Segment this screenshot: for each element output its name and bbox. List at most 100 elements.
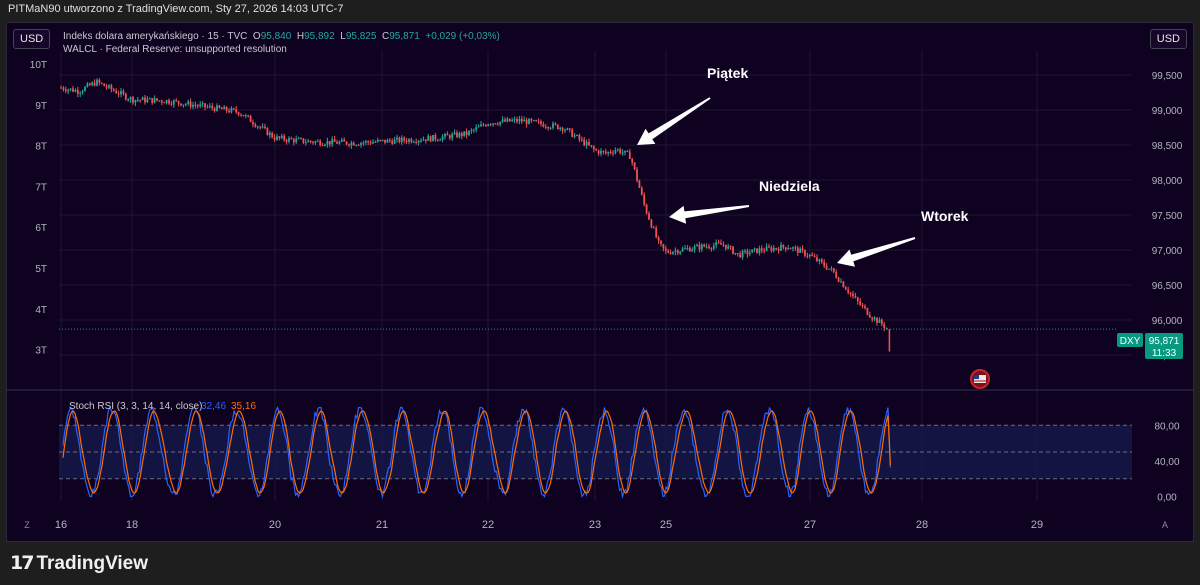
- candle-body: [861, 304, 864, 306]
- candle-body: [789, 248, 792, 250]
- candle-body: [595, 149, 598, 151]
- candle-body: [156, 98, 158, 101]
- candle-body: [542, 124, 545, 127]
- candle-body: [91, 82, 94, 86]
- left-tick-label: 8T: [35, 142, 47, 153]
- candle-body: [871, 317, 874, 320]
- candle-body: [580, 139, 583, 141]
- candle-body: [412, 141, 415, 143]
- candle-body: [782, 244, 785, 248]
- candle-body: [376, 139, 379, 142]
- countdown: 11:33: [1152, 348, 1177, 359]
- candle-body: [254, 124, 257, 127]
- candle-body: [244, 115, 247, 117]
- time-tick-label: 29: [1031, 519, 1043, 531]
- candle-body: [808, 254, 811, 257]
- candle-body: [736, 252, 739, 254]
- candle-body: [513, 119, 516, 121]
- flag-icon[interactable]: [970, 369, 990, 389]
- candle-body: [88, 83, 91, 86]
- candle-body: [847, 289, 850, 293]
- candle-body: [540, 121, 542, 125]
- stoch-rsi-pane: 80,00 40,00 0,00: [59, 405, 1180, 504]
- candle-body: [216, 105, 218, 112]
- candle-body: [571, 129, 574, 137]
- annotation-label: Piątek: [707, 65, 748, 81]
- chart-svg[interactable]: 10T 9T 8T 7T 6T 5T 4T 3T 99,500 99,000 98,500 98,0…: [7, 23, 1194, 542]
- candle-body: [211, 105, 214, 109]
- candle-body: [501, 119, 504, 122]
- candle-body: [645, 204, 648, 214]
- candle-body: [616, 149, 619, 151]
- candle-body: [734, 252, 737, 254]
- annotation-arrow: [837, 237, 916, 267]
- candle-body: [307, 140, 310, 143]
- currency-button-left[interactable]: USD: [13, 29, 51, 49]
- candle-body: [348, 144, 350, 146]
- candle-body: [201, 103, 204, 105]
- time-tick-label: 20: [269, 519, 281, 531]
- candle-body: [386, 139, 389, 143]
- candle-body: [463, 131, 466, 137]
- symbol-label[interactable]: Indeks dolara amerykańskiego · 15 · TVC: [63, 31, 248, 42]
- candle-body: [772, 247, 775, 251]
- candle-body: [300, 138, 302, 140]
- candle-body: [477, 126, 480, 128]
- candle-body: [448, 135, 451, 139]
- walcl-legend[interactable]: WALCL · Federal Reserve: unsupported res…: [63, 44, 287, 55]
- candle-body: [415, 141, 418, 143]
- right-tick-label: 96,000: [1152, 316, 1183, 327]
- candle-body: [136, 100, 139, 102]
- left-tick-label: 5T: [35, 264, 47, 275]
- time-tick-label: 27: [804, 519, 816, 531]
- candle-body: [110, 85, 113, 90]
- candle-body: [196, 105, 199, 107]
- candle-body: [278, 136, 281, 138]
- rsi-d-line: [62, 410, 891, 494]
- candle-body: [796, 247, 799, 253]
- currency-button-right[interactable]: USD: [1149, 29, 1187, 49]
- left-axis: 10T 9T 8T 7T 6T 5T 4T 3T: [30, 60, 47, 357]
- candle-body: [573, 135, 576, 137]
- candle-body: [760, 248, 763, 251]
- candle-body: [705, 246, 708, 248]
- candle-body: [564, 129, 566, 131]
- candle-body: [86, 83, 89, 87]
- candle-body: [648, 213, 650, 220]
- candle-body: [784, 247, 787, 250]
- candle-body: [866, 307, 869, 315]
- corner-left[interactable]: Z: [24, 520, 30, 530]
- candle-body: [117, 93, 120, 95]
- candle-body: [652, 227, 655, 229]
- candle-body: [206, 106, 209, 108]
- candle-body: [427, 136, 430, 141]
- left-tick-label: 4T: [35, 305, 47, 316]
- candle-body: [393, 139, 396, 144]
- candle-body: [108, 85, 110, 88]
- corner-right[interactable]: A: [1162, 520, 1168, 530]
- candle-body: [592, 146, 595, 150]
- candle-body: [508, 118, 511, 122]
- candle-body: [189, 101, 192, 107]
- candle-body: [360, 142, 362, 145]
- low-value: 95,825: [345, 31, 377, 42]
- candle-body: [631, 158, 634, 163]
- candle-body: [266, 127, 269, 136]
- candle-body: [422, 139, 425, 141]
- candle-body: [732, 246, 734, 254]
- candle-body: [408, 139, 410, 142]
- left-tick-label: 10T: [30, 60, 47, 71]
- candle-body: [180, 103, 182, 106]
- candle-body: [446, 133, 449, 136]
- candle-body: [624, 150, 626, 153]
- candle-body: [650, 219, 653, 228]
- candle-body: [132, 97, 134, 103]
- candle-body: [292, 139, 295, 143]
- candle-body: [532, 120, 535, 122]
- rsi-tick-label: 0,00: [1157, 493, 1177, 504]
- candle-body: [559, 127, 562, 130]
- tradingview-logo[interactable]: 17 TradingView: [10, 552, 149, 574]
- candle-body: [103, 83, 106, 87]
- candle-body: [844, 287, 847, 290]
- candle-body: [79, 92, 82, 94]
